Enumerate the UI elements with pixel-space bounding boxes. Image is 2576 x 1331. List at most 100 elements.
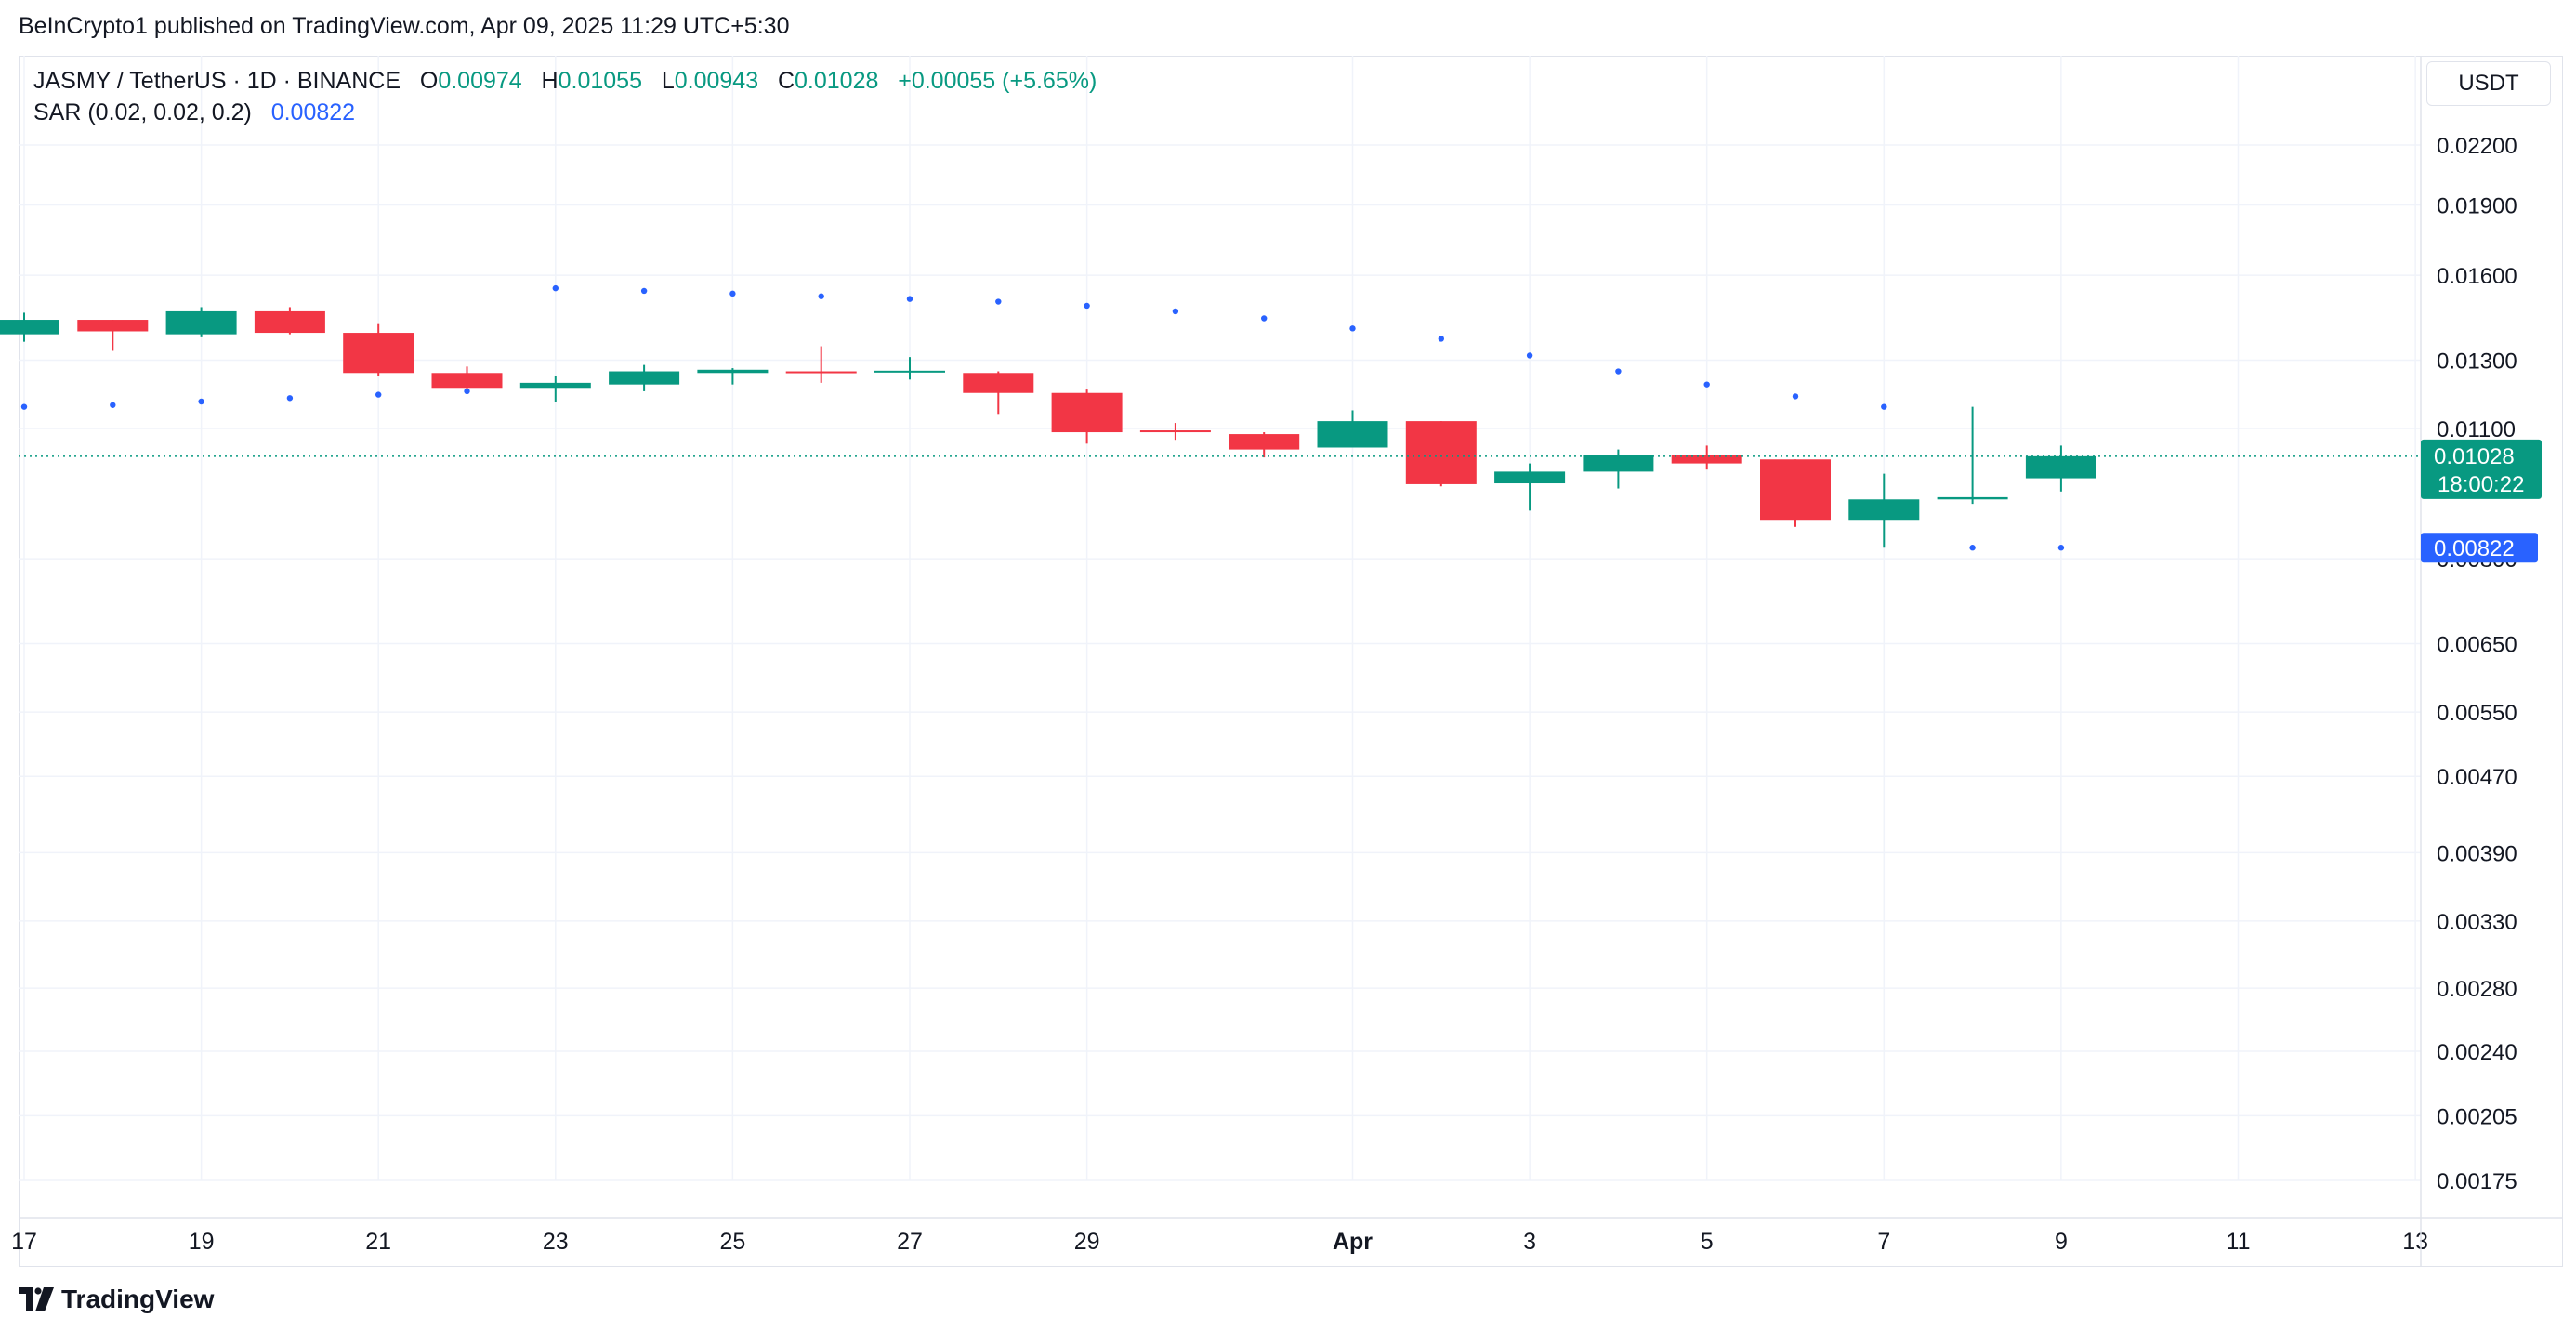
x-tick-label: 3 [1523, 1229, 1536, 1255]
candle-body [1405, 421, 1477, 484]
candle-body [1229, 434, 1300, 450]
candle-body [343, 333, 414, 374]
y-tick-label: 0.01600 [2437, 264, 2517, 289]
sar-dot [818, 293, 824, 299]
y-tick-label: 0.00240 [2437, 1040, 2517, 1065]
close-label: C [777, 68, 795, 94]
open-value: 0.00974 [438, 68, 522, 94]
candle-body [2025, 455, 2096, 479]
sar-dot [1703, 381, 1710, 388]
x-tick-label: 7 [1877, 1229, 1890, 1255]
sar-price-label: 0.00822 [2434, 536, 2515, 561]
candle-body [1139, 430, 1211, 433]
symbol-title[interactable]: JASMY / TetherUS · 1D · BINANCE [33, 68, 401, 94]
ohlc-legend-row: JASMY / TetherUS · 1D · BINANCE O0.00974… [33, 65, 1097, 97]
sar-price-tag [2421, 533, 2538, 563]
sar-dot [1261, 315, 1268, 322]
candle-body [519, 382, 591, 389]
tradingview-logo-icon [19, 1287, 54, 1311]
x-tick-label: 9 [2055, 1229, 2068, 1255]
candle-body [1671, 455, 1742, 464]
candle-body [431, 373, 503, 389]
sar-dot [1172, 308, 1179, 315]
y-tick-label: 0.00280 [2437, 977, 2517, 1002]
close-value: 0.01028 [795, 68, 879, 94]
low-value: 0.00943 [674, 68, 759, 94]
sar-dot [1615, 368, 1622, 375]
x-tick-label: 23 [543, 1229, 569, 1255]
sar-dot [464, 388, 470, 395]
x-tick-label: 11 [2227, 1229, 2251, 1255]
candle-body [1583, 455, 1654, 472]
candle-body [77, 320, 149, 332]
sar-dot [20, 403, 28, 410]
sar-dot [286, 395, 294, 402]
countdown-label: 18:00:22 [2438, 472, 2524, 497]
sar-dot [1881, 403, 1887, 410]
chart-legend: JASMY / TetherUS · 1D · BINANCE O0.00974… [33, 65, 1097, 128]
x-tick-label: 25 [719, 1229, 745, 1255]
tradingview-logo[interactable]: TradingView [19, 1285, 214, 1314]
high-value: 0.01055 [558, 68, 642, 94]
last-price-tag [2421, 439, 2542, 499]
last-price-label: 0.01028 [2434, 444, 2515, 469]
open-label: O [419, 68, 439, 94]
x-tick-label: 5 [1701, 1229, 1714, 1255]
chart-frame [19, 56, 2563, 1267]
y-tick-label: 0.00650 [2437, 633, 2517, 658]
tradingview-brand: TradingView [61, 1285, 215, 1313]
candle-body [785, 371, 857, 374]
y-tick-label: 0.00390 [2437, 841, 2517, 866]
indicator-title[interactable]: SAR (0.02, 0.02, 0.2) [33, 99, 252, 125]
sar-dot [1792, 393, 1799, 400]
currency-button[interactable]: USDT [2426, 61, 2551, 106]
candle-body [1937, 496, 2008, 500]
x-tick-label: Apr [1333, 1229, 1373, 1255]
sar-dot [1969, 545, 1976, 551]
candle-body [697, 369, 769, 374]
y-tick-label: 0.00550 [2437, 701, 2517, 726]
candle-body [1317, 421, 1388, 448]
x-tick-label: 17 [11, 1229, 37, 1255]
y-tick-label: 0.01300 [2437, 349, 2517, 375]
sar-dot [1084, 302, 1090, 310]
x-tick-label: 29 [1074, 1229, 1100, 1255]
sar-dot [640, 287, 648, 295]
y-tick-label: 0.01100 [2437, 417, 2516, 442]
candle-body [963, 373, 1034, 393]
y-tick-label: 0.00205 [2437, 1104, 2517, 1129]
sar-dot [2057, 545, 2065, 551]
sar-dot [375, 391, 382, 398]
candle-body [609, 371, 680, 385]
candle-body [1760, 459, 1831, 521]
high-label: H [541, 68, 559, 94]
candle-body [1494, 471, 1566, 484]
x-tick-label: 19 [189, 1229, 215, 1255]
publisher-caption: BeInCrypto1 published on TradingView.com… [19, 13, 790, 39]
sar-dot [198, 398, 204, 405]
candle-body [1051, 392, 1123, 433]
y-tick-label: 0.02200 [2437, 134, 2517, 159]
sar-dot [1349, 325, 1356, 332]
sar-dot [552, 284, 559, 292]
low-label: L [661, 68, 675, 94]
sar-dot [729, 290, 736, 297]
candle-body [1848, 499, 1920, 521]
candle-body [165, 310, 237, 335]
indicator-legend-row: SAR (0.02, 0.02, 0.2) 0.00822 [33, 97, 1097, 128]
y-tick-label: 0.00330 [2437, 910, 2517, 935]
x-tick-label: 13 [2402, 1229, 2428, 1255]
candle-body [254, 310, 325, 334]
y-tick-label: 0.00470 [2437, 765, 2517, 790]
sar-dot [995, 298, 1002, 305]
y-tick-label: 0.00175 [2437, 1169, 2517, 1194]
candle-body [874, 370, 945, 373]
sar-dot [110, 402, 116, 408]
x-tick-label: 21 [365, 1229, 391, 1255]
sar-dot [1438, 336, 1445, 342]
candle-body [0, 320, 59, 335]
x-tick-label: 27 [897, 1229, 923, 1255]
sar-dot [906, 296, 913, 302]
sar-dot [1526, 352, 1533, 359]
